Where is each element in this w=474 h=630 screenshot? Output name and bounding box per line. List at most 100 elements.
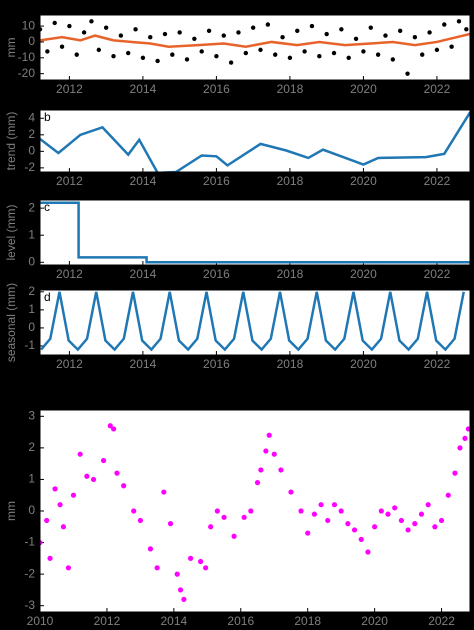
- data-point: [181, 596, 187, 602]
- data-point: [243, 50, 249, 56]
- data-line: [40, 201, 470, 264]
- y-tick-label: -1: [24, 535, 35, 549]
- y-tick-label: 2: [28, 200, 35, 214]
- y-tick-label: -3: [24, 598, 35, 612]
- data-point: [465, 426, 470, 432]
- series-group: [40, 291, 465, 352]
- x-tick-label: 2020: [350, 82, 377, 96]
- data-point: [131, 508, 137, 514]
- data-point: [167, 521, 174, 527]
- data-point: [311, 511, 317, 517]
- data-point: [214, 54, 219, 59]
- data-point: [358, 536, 364, 543]
- data-point: [250, 25, 256, 30]
- data-line: [40, 291, 465, 352]
- data-point: [67, 23, 72, 29]
- data-point: [174, 571, 180, 577]
- y-tick-label: 0: [28, 34, 35, 48]
- data-point: [96, 47, 102, 53]
- y-tick-label: -2: [24, 160, 35, 174]
- y-axis-label: trend (mm): [4, 112, 18, 171]
- y-tick-label: -20: [18, 66, 36, 80]
- y-tick-label: 0: [28, 503, 35, 517]
- data-point: [464, 27, 469, 32]
- x-tick-label: 2012: [56, 82, 83, 96]
- data-point: [405, 527, 411, 533]
- plot-area: [40, 110, 470, 172]
- series-group: [40, 423, 470, 602]
- data-point: [206, 28, 212, 34]
- data-point: [103, 25, 109, 30]
- data-point: [192, 36, 197, 41]
- data-point: [121, 483, 127, 489]
- x-tick-label: 2012: [94, 614, 121, 628]
- data-point: [309, 23, 315, 29]
- data-point: [425, 502, 431, 508]
- data-point: [89, 19, 94, 24]
- data-point: [254, 479, 261, 486]
- panel-label: b: [44, 110, 51, 124]
- data-point: [45, 49, 50, 54]
- panel-label: d: [44, 290, 51, 304]
- y-tick-label: 1: [28, 472, 35, 486]
- x-tick-label: 2020: [350, 357, 377, 371]
- data-point: [462, 435, 468, 442]
- data-point: [449, 44, 454, 49]
- data-point: [273, 52, 278, 57]
- plot-area: [40, 410, 470, 612]
- data-point: [445, 492, 451, 498]
- x-tick-label: 2018: [277, 82, 304, 96]
- data-point: [40, 27, 43, 32]
- data-point: [339, 27, 344, 32]
- data-point: [372, 524, 378, 530]
- data-point: [295, 28, 300, 34]
- x-tick-label: 2022: [424, 267, 451, 281]
- data-point: [353, 36, 359, 41]
- data-point: [187, 555, 194, 561]
- data-point: [263, 448, 269, 454]
- series-group: [40, 201, 470, 264]
- data-point: [258, 47, 263, 53]
- data-point: [378, 508, 384, 514]
- data-point: [81, 30, 87, 35]
- data-point: [317, 54, 322, 59]
- data-point: [412, 34, 418, 40]
- data-point: [375, 52, 381, 57]
- data-point: [338, 508, 344, 514]
- x-tick-label: 2016: [227, 614, 254, 628]
- y-axis-label: seasonal (mm): [4, 283, 18, 362]
- x-tick-label: 2018: [277, 267, 304, 281]
- y-tick-label: 2: [28, 440, 35, 454]
- data-line: [40, 32, 470, 48]
- data-point: [118, 33, 124, 38]
- x-tick-label: 2020: [350, 267, 377, 281]
- x-tick-label: 2016: [203, 174, 230, 188]
- data-point: [398, 517, 405, 524]
- data-point: [70, 492, 77, 498]
- series-group: [40, 19, 470, 76]
- data-point: [199, 49, 204, 54]
- data-point: [40, 539, 43, 546]
- y-tick-label: -10: [18, 50, 36, 64]
- data-point: [221, 33, 226, 38]
- data-point: [154, 565, 160, 571]
- data-point: [452, 470, 458, 476]
- data-point: [325, 517, 331, 524]
- x-tick-label: 2022: [424, 357, 451, 371]
- data-point: [241, 514, 247, 520]
- data-point: [271, 451, 277, 457]
- data-point: [203, 565, 209, 571]
- data-point: [427, 30, 432, 35]
- data-point: [392, 505, 398, 511]
- x-tick-label: 2012: [56, 174, 83, 188]
- data-point: [351, 527, 358, 533]
- data-point: [266, 432, 272, 438]
- x-tick-label: 2022: [424, 174, 451, 188]
- y-axis-label: level (mm): [4, 204, 18, 260]
- data-point: [198, 558, 204, 565]
- data-point: [383, 33, 388, 38]
- y-tick-label: 0: [28, 144, 35, 158]
- x-tick-label: 2018: [277, 357, 304, 371]
- y-tick-label: 0: [28, 320, 35, 334]
